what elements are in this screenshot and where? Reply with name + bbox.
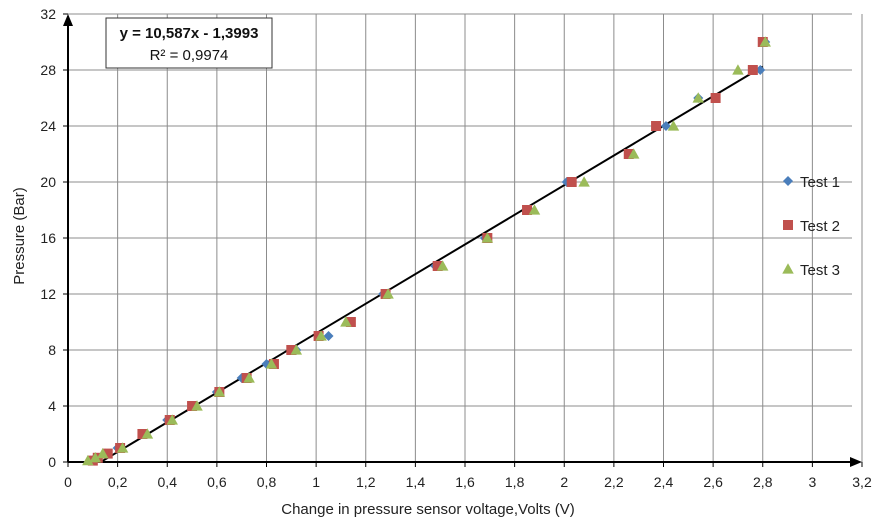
point-s3-10 bbox=[290, 344, 303, 355]
point-s3-13 bbox=[382, 288, 394, 299]
y-tick-label-7: 28 bbox=[40, 62, 56, 78]
point-s2-2 bbox=[102, 448, 113, 459]
x-tick-label-3: 0,6 bbox=[207, 474, 227, 490]
equation-box-frame bbox=[105, 17, 273, 69]
point-s2-12 bbox=[345, 317, 356, 327]
point-s2-21 bbox=[747, 65, 758, 75]
point-s2-18 bbox=[623, 149, 634, 159]
legend-label-3: Test 3 bbox=[800, 262, 840, 279]
point-s2-19 bbox=[651, 121, 662, 131]
point-s3-19 bbox=[667, 120, 680, 131]
trendline-equation: y = 10,587x - 1,3993 bbox=[120, 25, 259, 42]
point-s3-11 bbox=[315, 330, 327, 341]
point-s2-6 bbox=[187, 401, 198, 411]
point-s3-1 bbox=[89, 452, 102, 463]
x-axis-title: Change in pressure sensor voltage,Volts … bbox=[281, 501, 575, 518]
y-axis-tick-labels: 0 4 8 12 16 20 24 28 32 bbox=[40, 6, 56, 470]
axes bbox=[63, 13, 863, 467]
x-tick-label-14: 2,8 bbox=[753, 474, 773, 490]
point-s2-14 bbox=[432, 261, 443, 271]
point-s3-4 bbox=[141, 428, 154, 439]
point-s3-9 bbox=[265, 358, 278, 369]
x-axis-arrow bbox=[850, 457, 862, 467]
point-s3-6 bbox=[191, 400, 203, 411]
point-s3-0 bbox=[82, 454, 94, 466]
gridlines bbox=[68, 13, 863, 462]
x-tick-label-15: 3 bbox=[808, 474, 816, 490]
trendline bbox=[99, 65, 764, 464]
x-tick-label-13: 2,6 bbox=[703, 474, 723, 490]
x-tick-label-12: 2,4 bbox=[654, 474, 674, 490]
point-s3-8 bbox=[243, 372, 255, 383]
point-s1-17 bbox=[660, 121, 671, 131]
y-tick-label-1: 4 bbox=[48, 398, 56, 414]
point-s3-7 bbox=[213, 386, 226, 397]
x-tick-label-10: 2 bbox=[560, 474, 568, 490]
y-axis-title: Pressure (Bar) bbox=[11, 187, 28, 285]
point-s2-16 bbox=[522, 205, 533, 215]
x-axis-tick-labels: 0 0,2 0,4 0,6 0,8 1 1,2 1,4 1,6 1,8 2 2,2 2,4 2,6 2,8 3… bbox=[64, 474, 872, 490]
x-tick-label-6: 1,2 bbox=[356, 474, 376, 490]
point-s3-12 bbox=[340, 316, 352, 327]
x-tick-label-1: 0,2 bbox=[108, 474, 128, 490]
y-tick-label-8: 32 bbox=[40, 6, 56, 22]
point-s3-18 bbox=[627, 148, 640, 159]
r-squared-value: R² = 0,9974 bbox=[150, 47, 229, 64]
legend-marker-1 bbox=[783, 176, 793, 186]
trendline-line bbox=[99, 65, 764, 464]
point-s3-2 bbox=[96, 447, 109, 459]
point-s3-16 bbox=[528, 204, 541, 215]
x-tick-label-5: 1 bbox=[312, 474, 320, 490]
y-tick-label-2: 8 bbox=[48, 342, 56, 358]
point-s2-10 bbox=[286, 345, 297, 355]
point-s3-14 bbox=[436, 260, 449, 271]
point-s3-3 bbox=[116, 442, 129, 453]
point-s3-20 bbox=[692, 92, 704, 103]
y-tick-label-5: 20 bbox=[40, 174, 56, 190]
x-tick-label-16: 3,2 bbox=[852, 474, 872, 490]
y-tick-label-3: 12 bbox=[40, 286, 56, 302]
point-s2-4 bbox=[137, 429, 148, 439]
x-tick-label-7: 1,4 bbox=[406, 474, 426, 490]
legend-marker-3 bbox=[782, 263, 794, 274]
x-tick-label-4: 0,8 bbox=[257, 474, 277, 490]
series-3 bbox=[82, 36, 771, 466]
point-s2-17 bbox=[566, 177, 577, 187]
y-tick-label-6: 24 bbox=[40, 118, 56, 134]
y-axis-arrow bbox=[63, 14, 73, 26]
point-s2-20 bbox=[710, 93, 721, 103]
point-s1-11 bbox=[323, 331, 334, 341]
equation-box: y = 10,587x - 1,3993 R² = 0,9974 bbox=[105, 17, 273, 69]
data-points bbox=[82, 36, 771, 466]
y-tick-label-0: 0 bbox=[48, 454, 56, 470]
legend-marker-2 bbox=[783, 220, 793, 230]
legend-label-2: Test 2 bbox=[800, 218, 840, 235]
point-s3-21 bbox=[732, 64, 744, 75]
point-s3-22 bbox=[759, 36, 771, 47]
point-s3-15 bbox=[481, 232, 494, 243]
x-tick-label-2: 0,4 bbox=[158, 474, 178, 490]
x-tick-label-8: 1,6 bbox=[455, 474, 475, 490]
legend: Test 1 Test 2 Test 3 bbox=[782, 174, 840, 279]
x-tick-label-9: 1,8 bbox=[505, 474, 525, 490]
point-s3-5 bbox=[166, 414, 178, 425]
x-tick-label-11: 2,2 bbox=[604, 474, 624, 490]
y-tick-label-4: 16 bbox=[40, 230, 56, 246]
point-s3-17 bbox=[578, 176, 590, 187]
x-tick-label-0: 0 bbox=[64, 474, 72, 490]
legend-label-1: Test 1 bbox=[800, 174, 840, 191]
